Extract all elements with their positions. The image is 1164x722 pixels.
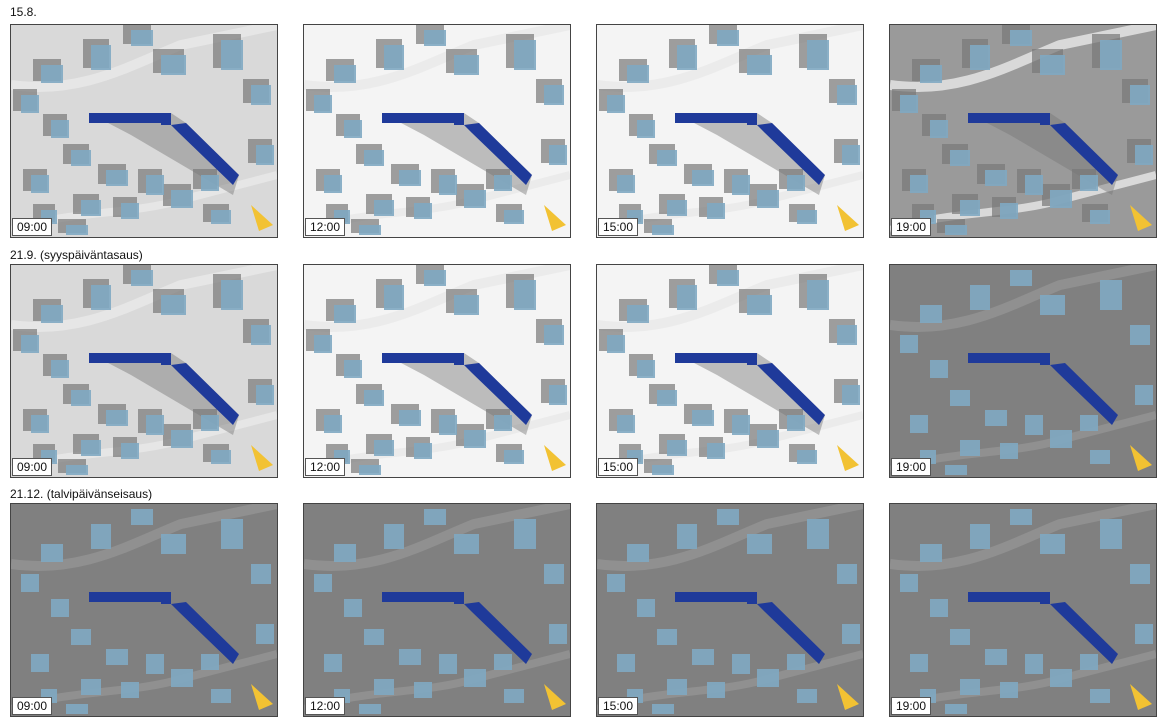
shadow-panel: 12:00 — [303, 24, 571, 238]
shadow-panel: 09:00 — [10, 24, 278, 238]
row-label: 21.9. (syyspäiväntasaus) — [10, 248, 143, 262]
row-label: 21.12. (talvipäivänseisaus) — [10, 487, 153, 501]
time-label: 09:00 — [12, 697, 53, 715]
shadow-panel: 19:00 — [889, 24, 1157, 238]
shadow-panel: 12:00 — [303, 503, 571, 717]
time-label: 15:00 — [598, 218, 639, 236]
row-label: 15.8. — [10, 5, 37, 19]
shadow-panel: 19:00 — [889, 503, 1157, 717]
shadow-panel: 15:00 — [596, 264, 864, 478]
time-label: 09:00 — [12, 458, 53, 476]
time-label: 12:00 — [305, 218, 346, 236]
time-label: 19:00 — [891, 697, 932, 715]
shadow-panel: 09:00 — [10, 264, 278, 478]
time-label: 15:00 — [598, 458, 639, 476]
shadow-panel: 12:00 — [303, 264, 571, 478]
shadow-panel: 19:00 — [889, 264, 1157, 478]
time-label: 12:00 — [305, 697, 346, 715]
time-label: 15:00 — [598, 697, 639, 715]
time-label: 19:00 — [891, 218, 932, 236]
shadow-panel: 09:00 — [10, 503, 278, 717]
shadow-panel: 15:00 — [596, 24, 864, 238]
shadow-panel: 15:00 — [596, 503, 864, 717]
time-label: 12:00 — [305, 458, 346, 476]
time-label: 09:00 — [12, 218, 53, 236]
time-label: 19:00 — [891, 458, 932, 476]
